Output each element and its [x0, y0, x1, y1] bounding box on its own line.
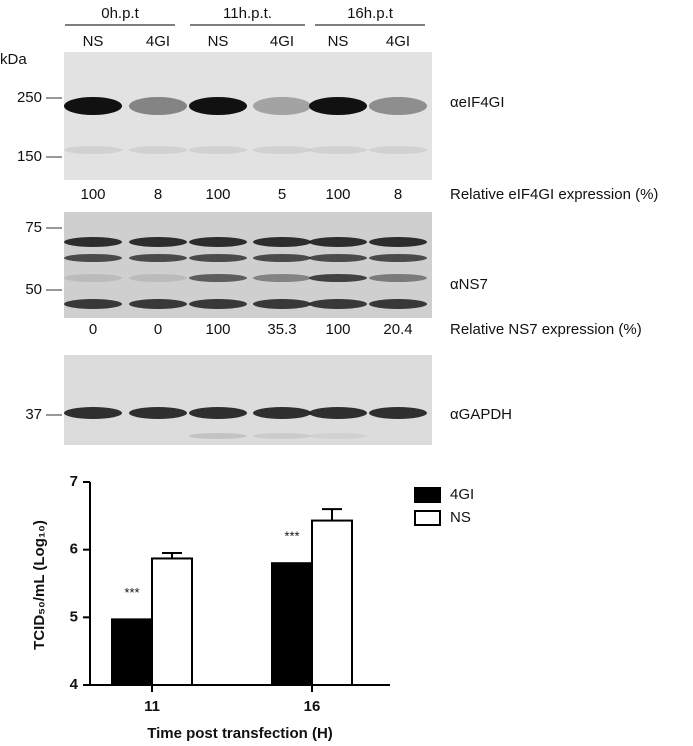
blot-band: [309, 274, 367, 282]
y-axis-label: TCID₅₀/mL (Log₁₀): [31, 520, 48, 650]
significance-label: ***: [124, 585, 139, 600]
lane-label: NS: [83, 33, 104, 50]
quant-value: 100: [205, 186, 230, 203]
blot-band: [253, 254, 311, 262]
blot-band: [64, 407, 122, 419]
blot-band: [369, 254, 427, 262]
x-tick-label: 11: [144, 698, 160, 715]
blot-band: [64, 299, 122, 309]
y-tick-label: 5: [70, 608, 78, 625]
blot-band: [129, 407, 187, 419]
blot-band: [189, 299, 247, 309]
quant-value: 100: [80, 186, 105, 203]
blot-band: [129, 274, 187, 282]
quant-value: 100: [325, 321, 350, 338]
lane-label: NS: [208, 33, 229, 50]
significance-label: ***: [284, 529, 299, 544]
marker-label: 250: [17, 89, 42, 106]
blot-band: [189, 254, 247, 262]
legend-swatch: [414, 510, 441, 526]
blot-band: [253, 433, 311, 439]
quant-value: 35.3: [267, 321, 296, 338]
quant-label: Relative eIF4GI expression (%): [450, 186, 658, 203]
kda-label: kDa: [0, 51, 27, 68]
blot-band: [129, 146, 187, 154]
blot-image: [64, 212, 432, 318]
blot-band: [309, 146, 367, 154]
blot-image: [64, 52, 432, 180]
blot-band: [309, 237, 367, 247]
blot-band: [253, 237, 311, 247]
blot-band: [309, 254, 367, 262]
y-tick-label: 7: [70, 473, 78, 490]
bar: [271, 562, 313, 687]
blot-band: [129, 254, 187, 262]
y-tick-label: 6: [70, 541, 78, 558]
blot-band: [369, 299, 427, 309]
lane-label: 4GI: [270, 33, 294, 50]
blot-band: [129, 97, 187, 115]
blot-band: [189, 97, 247, 115]
marker-label: 150: [17, 148, 42, 165]
blot-band: [309, 97, 367, 115]
blot-band: [309, 433, 367, 439]
quant-value: 0: [89, 321, 97, 338]
timepoint-label: 16h.p.t: [347, 5, 394, 22]
blot-band: [369, 237, 427, 247]
quant-value: 0: [154, 321, 162, 338]
quant-value: 20.4: [383, 321, 412, 338]
marker-label: 75: [25, 219, 42, 236]
timepoint-label: 0h.p.t: [101, 5, 139, 22]
blot-band: [64, 97, 122, 115]
blot-band: [189, 433, 247, 439]
marker-label: 37: [25, 406, 42, 423]
blot-band: [253, 299, 311, 309]
blot-image: [64, 355, 432, 445]
blot-band: [309, 299, 367, 309]
antibody-label: αGAPDH: [450, 406, 512, 423]
blot-band: [64, 254, 122, 262]
legend-label: NS: [450, 509, 471, 526]
blot-band: [253, 97, 311, 115]
bar: [151, 557, 193, 686]
blot-band: [369, 146, 427, 154]
blot-band: [369, 97, 427, 115]
blot-band: [253, 274, 311, 282]
antibody-label: αeIF4GI: [450, 94, 505, 111]
blot-band: [369, 274, 427, 282]
blot-band: [189, 407, 247, 419]
quant-value: 100: [325, 186, 350, 203]
antibody-label: αNS7: [450, 276, 488, 293]
bar: [111, 618, 153, 687]
marker-label: 50: [25, 281, 42, 298]
blot-band: [129, 299, 187, 309]
y-tick-label: 4: [70, 676, 79, 693]
blot-band: [189, 146, 247, 154]
bar: [311, 519, 353, 686]
quant-label: Relative NS7 expression (%): [450, 321, 642, 338]
quant-value: 8: [394, 186, 402, 203]
blot-band: [64, 274, 122, 282]
blot-band: [64, 146, 122, 154]
lane-label: 4GI: [386, 33, 410, 50]
blot-band: [189, 237, 247, 247]
quant-value: 5: [278, 186, 286, 203]
blot-band: [129, 237, 187, 247]
blot-band: [189, 274, 247, 282]
lane-label: 4GI: [146, 33, 170, 50]
quant-value: 8: [154, 186, 162, 203]
blot-band: [253, 146, 311, 154]
legend-label: 4GI: [450, 486, 474, 503]
x-axis-label: Time post transfection (H): [147, 725, 333, 742]
blot-band: [309, 407, 367, 419]
quant-value: 100: [205, 321, 230, 338]
x-tick-label: 16: [304, 698, 321, 715]
blot-band: [253, 407, 311, 419]
timepoint-label: 11h.p.t.: [223, 5, 272, 22]
lane-label: NS: [328, 33, 349, 50]
blot-band: [64, 237, 122, 247]
legend-swatch: [414, 487, 441, 503]
blot-band: [369, 407, 427, 419]
